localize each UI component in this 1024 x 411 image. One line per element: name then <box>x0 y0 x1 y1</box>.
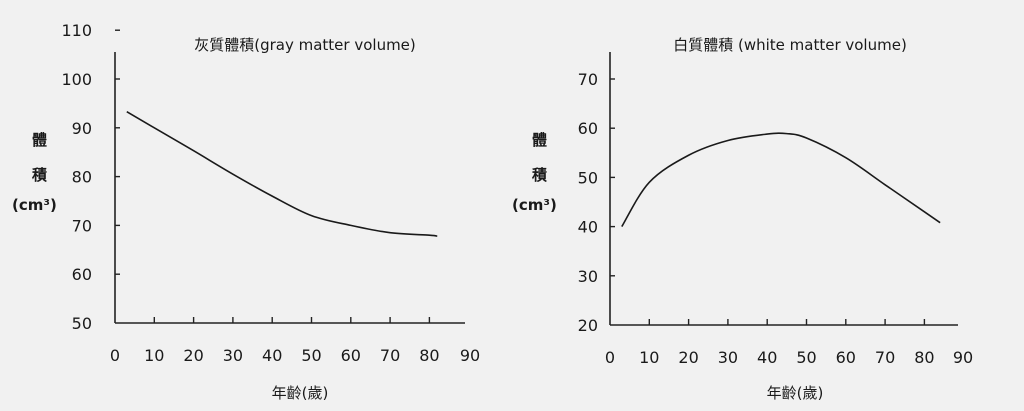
y-tick-label: 80 <box>72 168 92 187</box>
x-tick-label: 60 <box>341 346 361 365</box>
series-line <box>621 132 941 228</box>
x-tick-label: 30 <box>223 346 243 365</box>
x-tick-label: 60 <box>836 348 856 367</box>
x-tick-label: 80 <box>914 348 934 367</box>
y-tick-label: 90 <box>72 119 92 138</box>
y-tick-label: 40 <box>578 218 598 237</box>
y-axis-label: 積 <box>31 166 48 184</box>
y-tick-label: 20 <box>578 316 598 335</box>
y-tick-label: 60 <box>72 265 92 284</box>
y-tick-label: 70 <box>72 216 92 235</box>
x-tick-label: 0 <box>110 346 120 365</box>
x-tick-label: 40 <box>262 346 282 365</box>
y-tick-label: 30 <box>578 267 598 286</box>
x-tick-label: 0 <box>605 348 615 367</box>
y-axis-label: (cm³) <box>12 196 57 214</box>
y-tick-label: 110 <box>61 21 92 40</box>
chart-panel-1: 灰質體積(gray matter volume)5060708090100110… <box>12 21 480 402</box>
chart-panel-2: 白質體積 (white matter volume) 20 30 40 50 60 70 0 1… <box>512 36 973 402</box>
x-tick-label: 80 <box>419 346 439 365</box>
x-tick-label: 50 <box>796 348 816 367</box>
x-axis-label: 年齡(歲) <box>767 384 824 402</box>
y-tick-label: 50 <box>72 314 92 333</box>
chart-title: 灰質體積(gray matter volume) <box>194 36 416 54</box>
x-tick-label: 10 <box>144 346 164 365</box>
y-axis-label: (cm³) <box>512 196 557 214</box>
y-axis-label: 體 <box>32 131 47 149</box>
x-tick-label: 20 <box>183 346 203 365</box>
chart-title: 白質體積 (white matter volume) <box>673 36 907 54</box>
y-tick-label: 60 <box>578 119 598 138</box>
y-axis-label: 體 <box>532 131 547 149</box>
x-tick-label: 10 <box>639 348 659 367</box>
x-tick-label: 70 <box>875 348 895 367</box>
series-line <box>126 111 438 237</box>
x-tick-label: 20 <box>678 348 698 367</box>
y-tick-label: 70 <box>578 70 598 89</box>
x-axis-label: 年齡(歲) <box>272 384 329 402</box>
x-tick-label: 50 <box>301 346 321 365</box>
y-tick-label: 100 <box>61 70 92 89</box>
x-tick-label: 70 <box>380 346 400 365</box>
x-tick-label: 90 <box>953 348 973 367</box>
x-tick-label: 40 <box>757 348 777 367</box>
x-tick-label: 90 <box>460 346 480 365</box>
y-axis-label: 積 <box>531 166 548 184</box>
y-tick-label: 50 <box>578 168 598 187</box>
x-tick-label: 30 <box>718 348 738 367</box>
